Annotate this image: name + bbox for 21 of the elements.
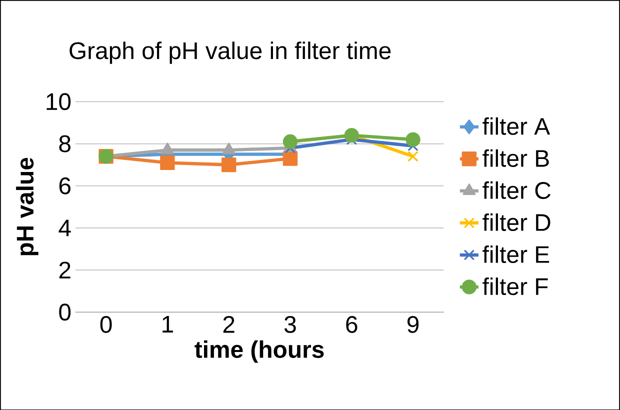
- y-tick-label: 2: [59, 261, 70, 278]
- legend-label: filter A: [482, 117, 550, 135]
- legend-label: filter B: [482, 149, 549, 167]
- x-tick-label: 3: [284, 316, 296, 333]
- x-tick-label: 1: [162, 316, 173, 332]
- x-axis-title: time (hours: [194, 340, 324, 363]
- y-tick-label: 0: [59, 303, 71, 320]
- y-tick-label: 10: [46, 92, 71, 110]
- x-tick-label: 2: [223, 316, 234, 333]
- legend-label: filter F: [482, 277, 548, 295]
- x-tick-label: 0: [100, 316, 112, 333]
- y-tick-label: 4: [58, 220, 71, 236]
- legend-label: filter D: [482, 213, 550, 231]
- legend-label: filter E: [482, 245, 550, 263]
- y-tick-label: 6: [59, 177, 70, 194]
- x-tick-label: 6: [346, 316, 358, 333]
- chart-title: Graph of pH value in filter time: [70, 41, 391, 64]
- legend-label: filter C: [482, 181, 550, 199]
- y-axis-title: pH value: [16, 158, 38, 256]
- y-tick-label: 8: [59, 135, 70, 152]
- x-tick-label: 9: [407, 316, 419, 333]
